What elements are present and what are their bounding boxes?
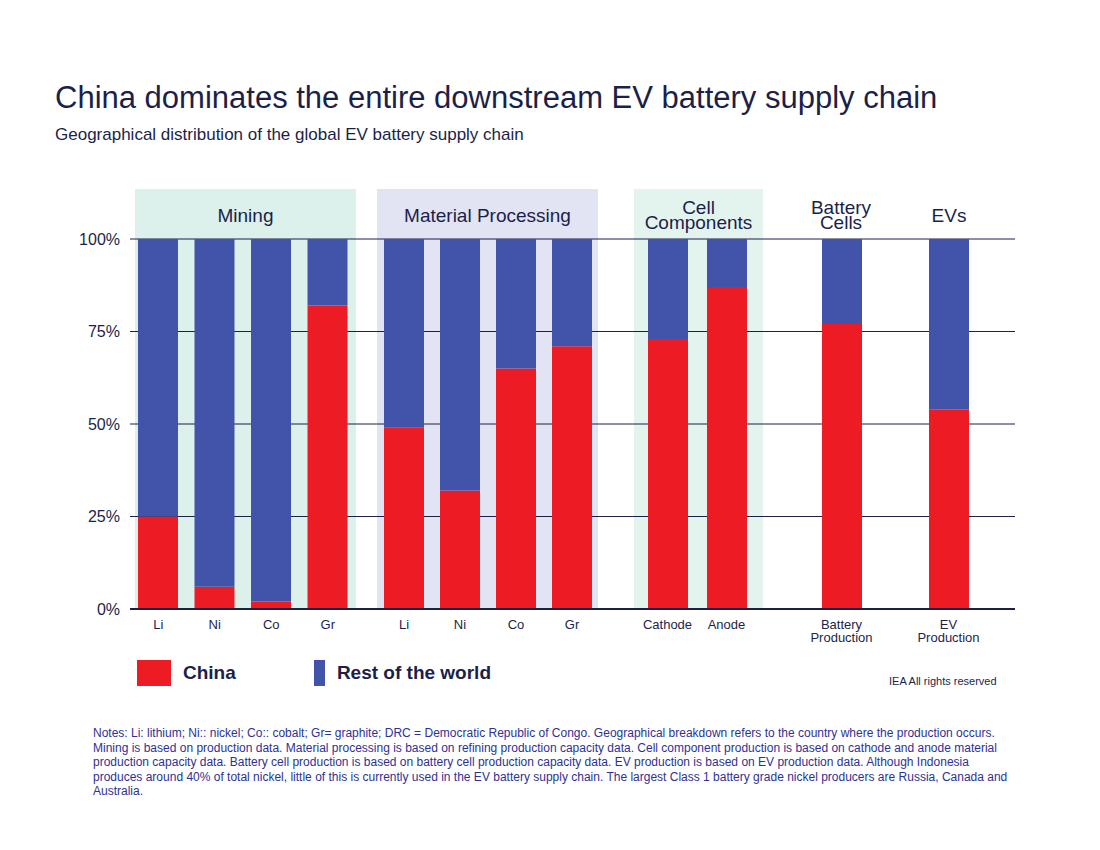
svg-text:Gr: Gr — [321, 617, 336, 632]
html-text:IEA All rights reserved: IEA All rights reserved — [889, 675, 997, 687]
html-text:Battery Cells: Battery Cells — [810, 197, 872, 233]
svg-text:BatteryProduction: BatteryProduction — [810, 617, 872, 645]
svg-text:Co: Co — [508, 617, 525, 632]
html-text:Notes: Li: lithium; Ni:: nicke: Notes: Li: lithium; Ni:: nickel; Co:: co… — [93, 726, 1008, 799]
svg-text:Anode: Anode — [708, 617, 746, 632]
svg-text:Ni: Ni — [454, 617, 466, 632]
svg-text:Gr: Gr — [565, 617, 580, 632]
html-text:Cell Components: Cell Components — [644, 197, 753, 233]
html-text:Mining: Mining — [217, 204, 274, 226]
html-text:Material Processing: Material Processing — [404, 204, 571, 226]
html-text:China: China — [183, 662, 236, 683]
svg-text:75%: 75% — [88, 323, 120, 340]
svg-text:100%: 100% — [79, 231, 120, 248]
svg-text:Cathode: Cathode — [643, 617, 692, 632]
svg-text:Li: Li — [399, 617, 409, 632]
svg-text:Ni: Ni — [209, 617, 221, 632]
html-text:China dominates the entire dow: China dominates the entire downstream EV… — [55, 80, 938, 115]
html-text:Rest of the world: Rest of the world — [336, 662, 491, 683]
svg-text:0%: 0% — [97, 601, 120, 618]
html-text:EVs: EVs — [931, 204, 967, 226]
svg-text:25%: 25% — [88, 508, 120, 525]
svg-text:Li: Li — [153, 617, 163, 632]
svg-text:50%: 50% — [88, 416, 120, 433]
svg-text:Co: Co — [263, 617, 280, 632]
html-text:Geographical distribution of t: Geographical distribution of the global … — [55, 125, 524, 144]
svg-text:EVProduction: EVProduction — [917, 617, 979, 645]
